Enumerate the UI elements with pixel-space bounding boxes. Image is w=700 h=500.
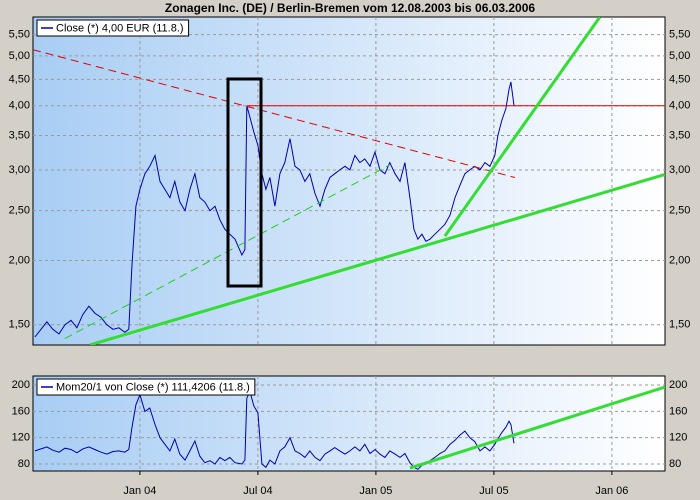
plot-clip xyxy=(34,385,665,470)
y-tick-label: 120 xyxy=(12,432,30,444)
y-tick-label: 200 xyxy=(12,379,30,391)
trend-line xyxy=(443,17,602,238)
x-tick-label: Jan 06 xyxy=(595,485,628,497)
y-tick-label-right: 2,50 xyxy=(669,205,690,217)
price-line xyxy=(34,81,515,338)
y-tick-label: 160 xyxy=(12,405,30,417)
x-tick-label: Jul 05 xyxy=(479,485,508,497)
y-tick-label: 5,50 xyxy=(9,28,30,40)
y-tick-label: 3,50 xyxy=(9,129,30,141)
y-tick-label-right: 5,00 xyxy=(669,50,690,62)
legend-box xyxy=(36,378,256,396)
x-tick-label: Jan 04 xyxy=(123,485,156,497)
y-tick-label-right: 3,00 xyxy=(669,164,690,176)
y-tick-label: 2,00 xyxy=(9,254,30,266)
trend-line xyxy=(409,385,665,470)
trend-line xyxy=(89,173,665,345)
legend: Close (*) 4,00 EUR (11.8.) xyxy=(36,19,190,37)
y-tick-label: 3,00 xyxy=(9,164,30,176)
y-tick-label-right: 4,00 xyxy=(669,100,690,112)
legend-label: Mom20/1 von Close (*) 111,4206 (11.8.) xyxy=(56,381,250,393)
plot-clip xyxy=(33,17,665,345)
highlight-box xyxy=(226,77,263,288)
y-tick-label-right: 2,00 xyxy=(669,254,690,266)
y-tick-label-right: 4,50 xyxy=(669,73,690,85)
legend-label: Close (*) 4,00 EUR (11.8.) xyxy=(56,22,184,34)
y-tick-label-right: 5,50 xyxy=(669,28,690,40)
y-tick-label: 5,00 xyxy=(9,50,30,62)
y-tick-label-right: 1,50 xyxy=(669,319,690,331)
y-tick-label-right: 3,50 xyxy=(669,129,690,141)
y-tick-label-right: 160 xyxy=(669,405,687,417)
y-tick-label-right: 200 xyxy=(669,379,687,391)
y-tick-label: 80 xyxy=(18,458,30,470)
y-tick-label: 2,50 xyxy=(9,205,30,217)
plot-area xyxy=(32,16,666,346)
y-tick-label: 4,00 xyxy=(9,100,30,112)
y-tick-label: 4,50 xyxy=(9,73,30,85)
trend-line xyxy=(33,49,516,178)
chart-layer: 1,50 1,50 2,00 2,00 2,50 2,50 3,00 3,00 3,50 3,50… xyxy=(9,17,690,497)
x-tick-label: Jul 04 xyxy=(243,485,272,497)
chart-title: Zonagen Inc. (DE) / Berlin-Bremen vom 12… xyxy=(165,1,535,15)
legend-box xyxy=(36,19,190,37)
y-tick-label-right: 120 xyxy=(669,432,687,444)
y-tick-label: 1,50 xyxy=(9,319,30,331)
price-line xyxy=(34,390,515,470)
legend: Mom20/1 von Close (*) 111,4206 (11.8.) xyxy=(36,378,256,396)
x-tick-label: Jan 05 xyxy=(359,485,392,497)
y-tick-label-right: 80 xyxy=(669,458,681,470)
